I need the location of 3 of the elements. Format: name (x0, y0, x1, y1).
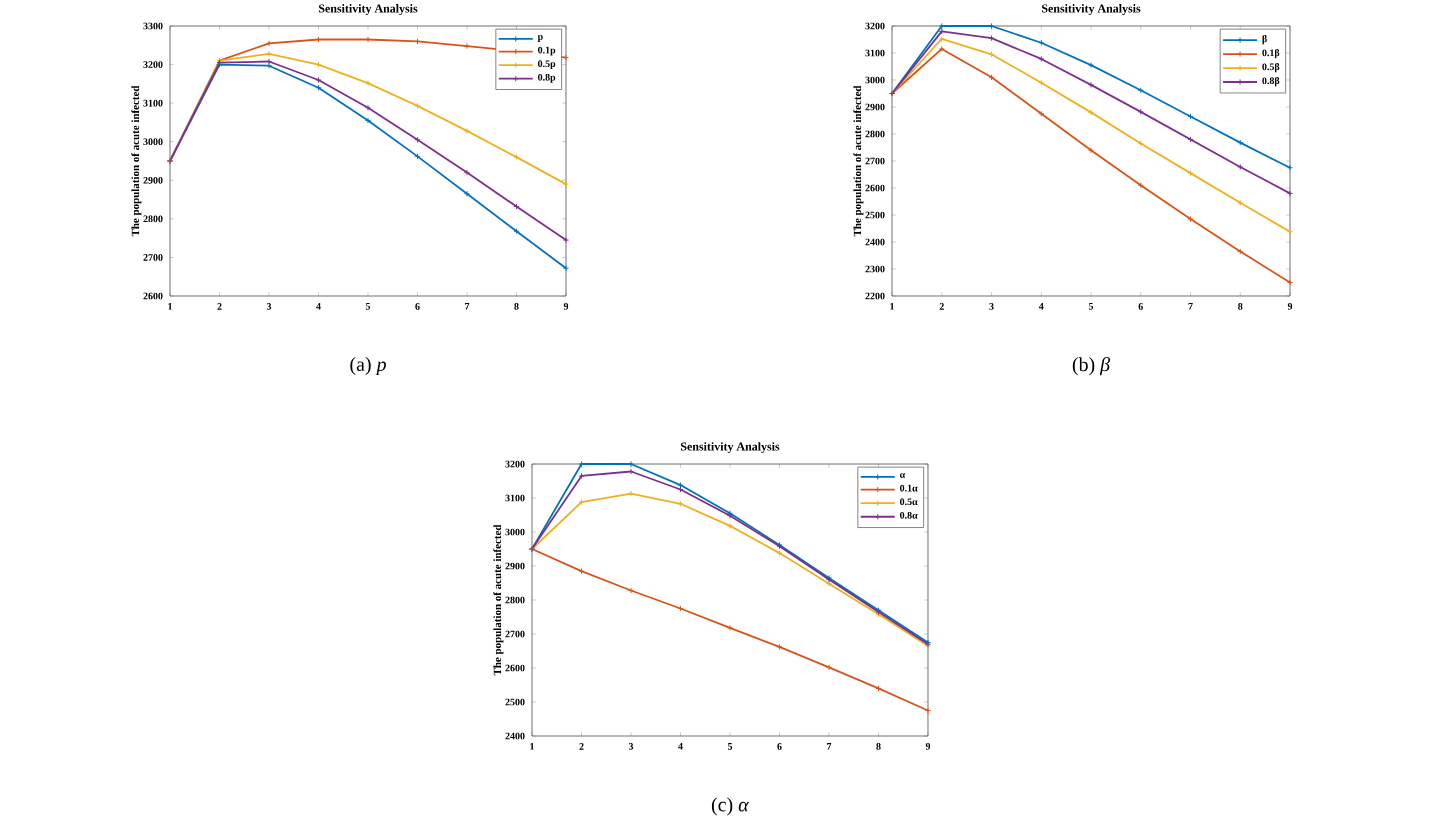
text: (c) α (711, 797, 749, 816)
text: (a) p (350, 357, 386, 376)
text: (b) β (1072, 357, 1111, 376)
